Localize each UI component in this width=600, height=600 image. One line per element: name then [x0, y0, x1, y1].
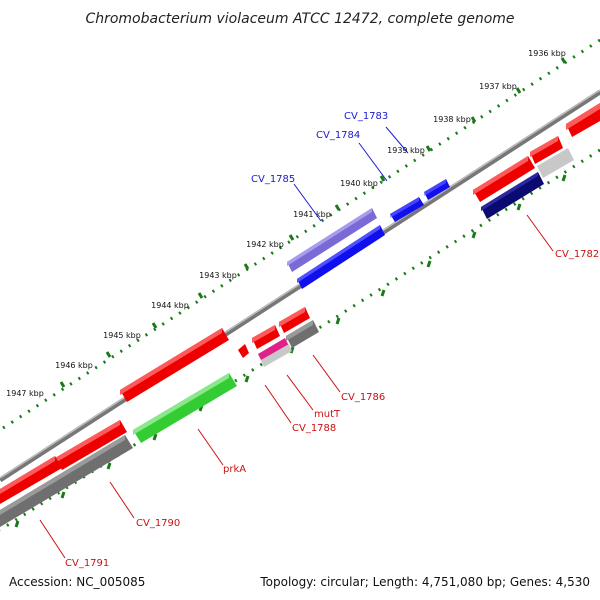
tick-label-1936: 1936 kbp — [528, 49, 566, 58]
gene-label-cv1786[interactable]: CV_1786 — [341, 392, 385, 403]
gene-red-forward-c[interactable] — [0, 456, 62, 504]
map-title: Chromobacterium violaceum ATCC 12472, co… — [85, 11, 514, 27]
gene-red-forward-b[interactable] — [55, 420, 127, 470]
tick-label-1947: 1947 kbp — [6, 389, 44, 398]
tick-label-1942: 1942 kbp — [246, 240, 284, 249]
gene-cv1790-bar[interactable] — [0, 435, 133, 527]
gene-cv1786-bar[interactable] — [286, 320, 319, 348]
tick-label-1940: 1940 kbp — [340, 179, 378, 188]
tick-label-1946: 1946 kbp — [55, 361, 93, 370]
outer-tick-ring — [0, 38, 600, 432]
gene-red-forward-a[interactable] — [120, 328, 229, 402]
genome-summary-text: Topology: circular; Length: 4,751,080 bp… — [259, 575, 590, 589]
gene-lightgrey-right[interactable] — [537, 148, 574, 178]
tick-label-1941: 1941 kbp — [293, 210, 331, 219]
gene-label-cv1784[interactable]: CV_1784 — [316, 130, 360, 141]
gene-glyphs — [0, 103, 600, 527]
gene-label-cv1782[interactable]: CV_1782 — [555, 249, 599, 260]
inner-major-ticks — [14, 174, 567, 528]
gene-label-cv1783[interactable]: CV_1783 — [344, 111, 388, 122]
gene-cv1785-strand-bar[interactable] — [297, 225, 385, 289]
gene-cv1788-bar[interactable] — [261, 344, 292, 367]
gene-red-large-right[interactable] — [473, 156, 535, 202]
callout-lines — [39, 126, 554, 559]
gene-label-prkA[interactable]: prkA — [223, 464, 246, 475]
gene-red-small-c[interactable] — [238, 344, 249, 358]
gene-label-cv1788[interactable]: CV_1788 — [292, 423, 336, 434]
gene-mutT-bar[interactable] — [258, 338, 289, 362]
gene-label-mutT[interactable]: mutT — [314, 409, 341, 420]
tick-label-1945: 1945 kbp — [103, 331, 141, 340]
gene-label-cv1790[interactable]: CV_1790 — [136, 518, 180, 529]
gene-label-cv1785[interactable]: CV_1785 — [251, 174, 295, 185]
genome-backbone — [0, 89, 600, 483]
tick-label-1943: 1943 kbp — [199, 271, 237, 280]
gene-label-cv1791[interactable]: CV_1791 — [65, 558, 109, 569]
accession-text: Accession: NC_005085 — [9, 575, 145, 589]
gene-cv1782-bar[interactable] — [481, 172, 544, 219]
gene-red-mid-right[interactable] — [530, 136, 563, 164]
tick-label-1944: 1944 kbp — [151, 301, 189, 310]
gene-cv1785-bar[interactable] — [287, 208, 377, 272]
gene-cv1784-bar[interactable] — [390, 197, 424, 222]
tick-label-1938: 1938 kbp — [433, 115, 471, 124]
gene-prkA-bar[interactable] — [133, 373, 237, 443]
major-ticks — [59, 57, 567, 388]
tick-label-1937: 1937 kbp — [479, 82, 517, 91]
